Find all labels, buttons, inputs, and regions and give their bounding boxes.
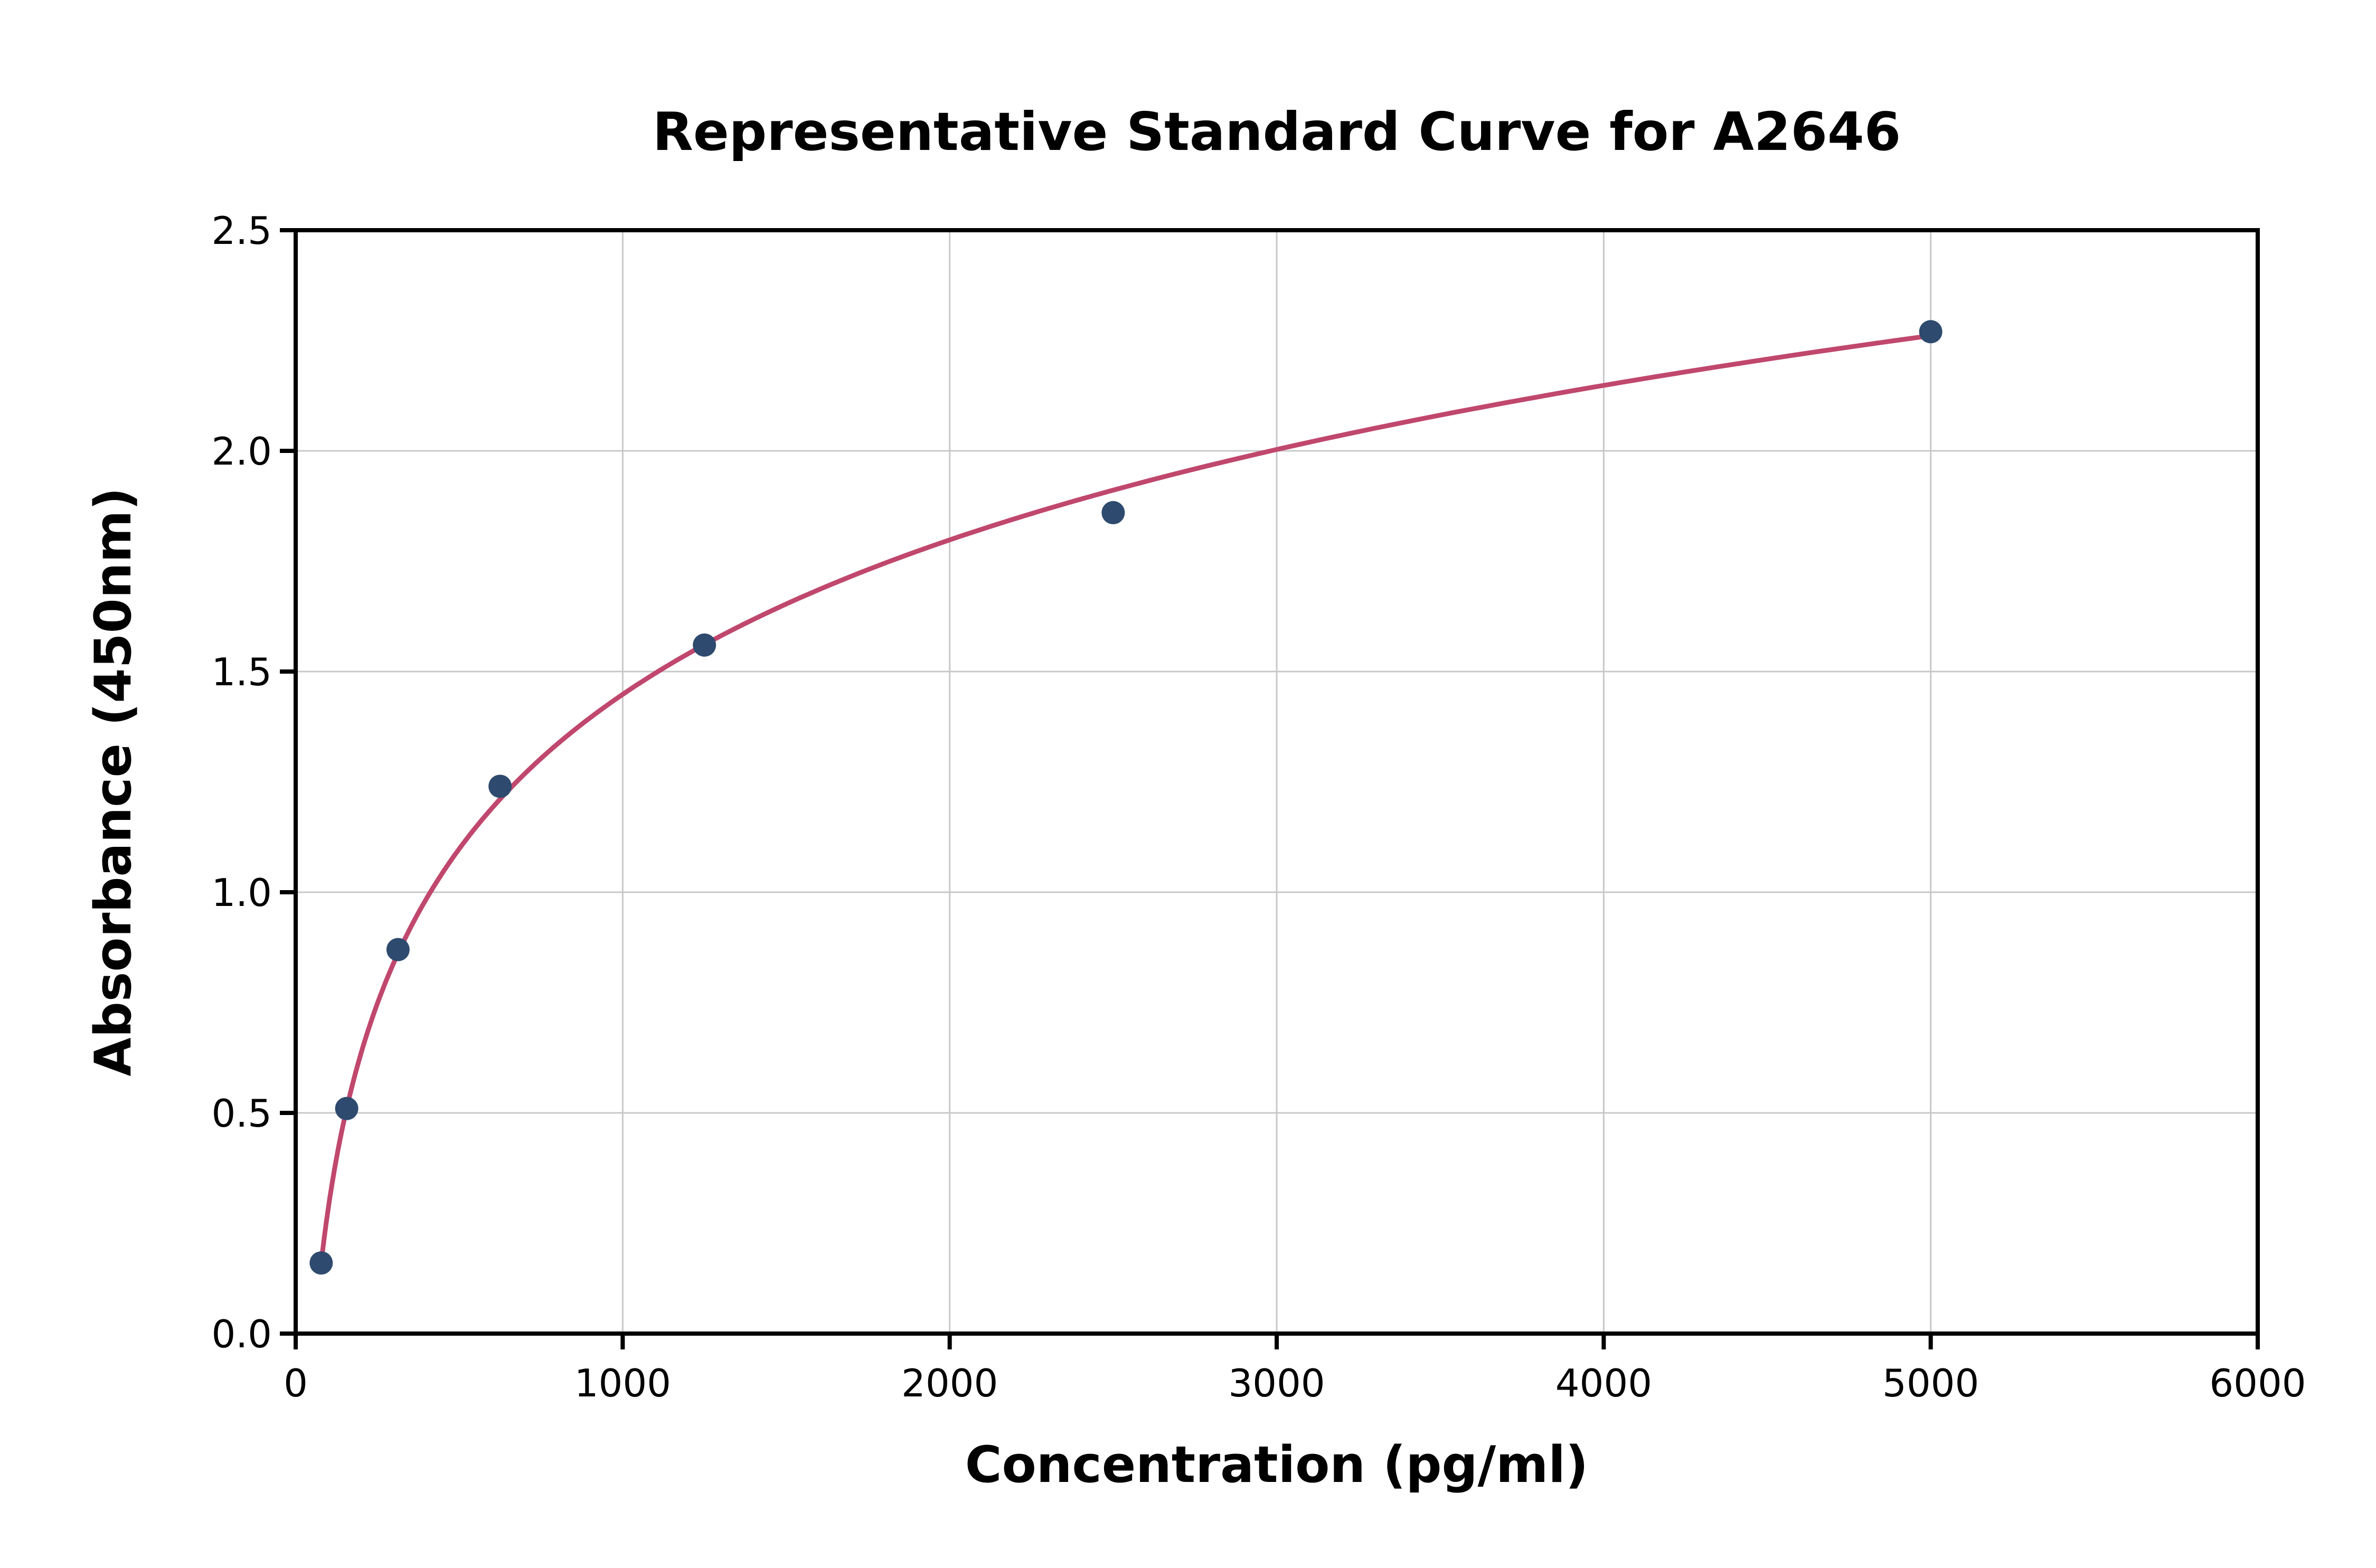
x-tick-label: 4000	[1555, 1361, 1652, 1405]
data-point	[386, 938, 410, 961]
data-point	[1919, 320, 1943, 344]
x-tick-label: 2000	[901, 1361, 998, 1405]
data-point	[335, 1097, 359, 1120]
data-points	[309, 320, 1943, 1275]
x-tick-label: 3000	[1228, 1361, 1325, 1405]
data-point	[488, 774, 512, 798]
chart-title: Representative Standard Curve for A2646	[652, 101, 1901, 163]
y-tick-label: 1.5	[211, 650, 272, 694]
axis-ticks	[280, 228, 2260, 1349]
y-tick-label: 0.5	[211, 1091, 272, 1136]
x-tick-label: 0	[284, 1361, 308, 1405]
x-axis-label: Concentration (pg/ml)	[965, 1436, 1589, 1494]
x-tick-label: 1000	[574, 1361, 671, 1405]
x-tick-label: 6000	[2209, 1361, 2306, 1405]
x-tick-label: 5000	[1882, 1361, 1979, 1405]
y-tick-label: 2.0	[211, 429, 272, 474]
y-tick-label: 0.0	[211, 1312, 272, 1356]
y-tick-label: 1.0	[211, 871, 272, 915]
y-tick-label: 2.5	[211, 209, 272, 253]
tick-labels: 0 1000 2000 3000 4000 5000 6000 0.0 0.5 1.0 1.5 2.0…	[211, 209, 2306, 1405]
data-point	[1101, 501, 1125, 525]
fit-curve	[318, 333, 1934, 1265]
grid-lines	[295, 229, 2259, 1335]
y-axis-label: Absorbance (450nm)	[84, 487, 143, 1076]
data-point	[693, 633, 716, 657]
data-point	[309, 1251, 333, 1275]
